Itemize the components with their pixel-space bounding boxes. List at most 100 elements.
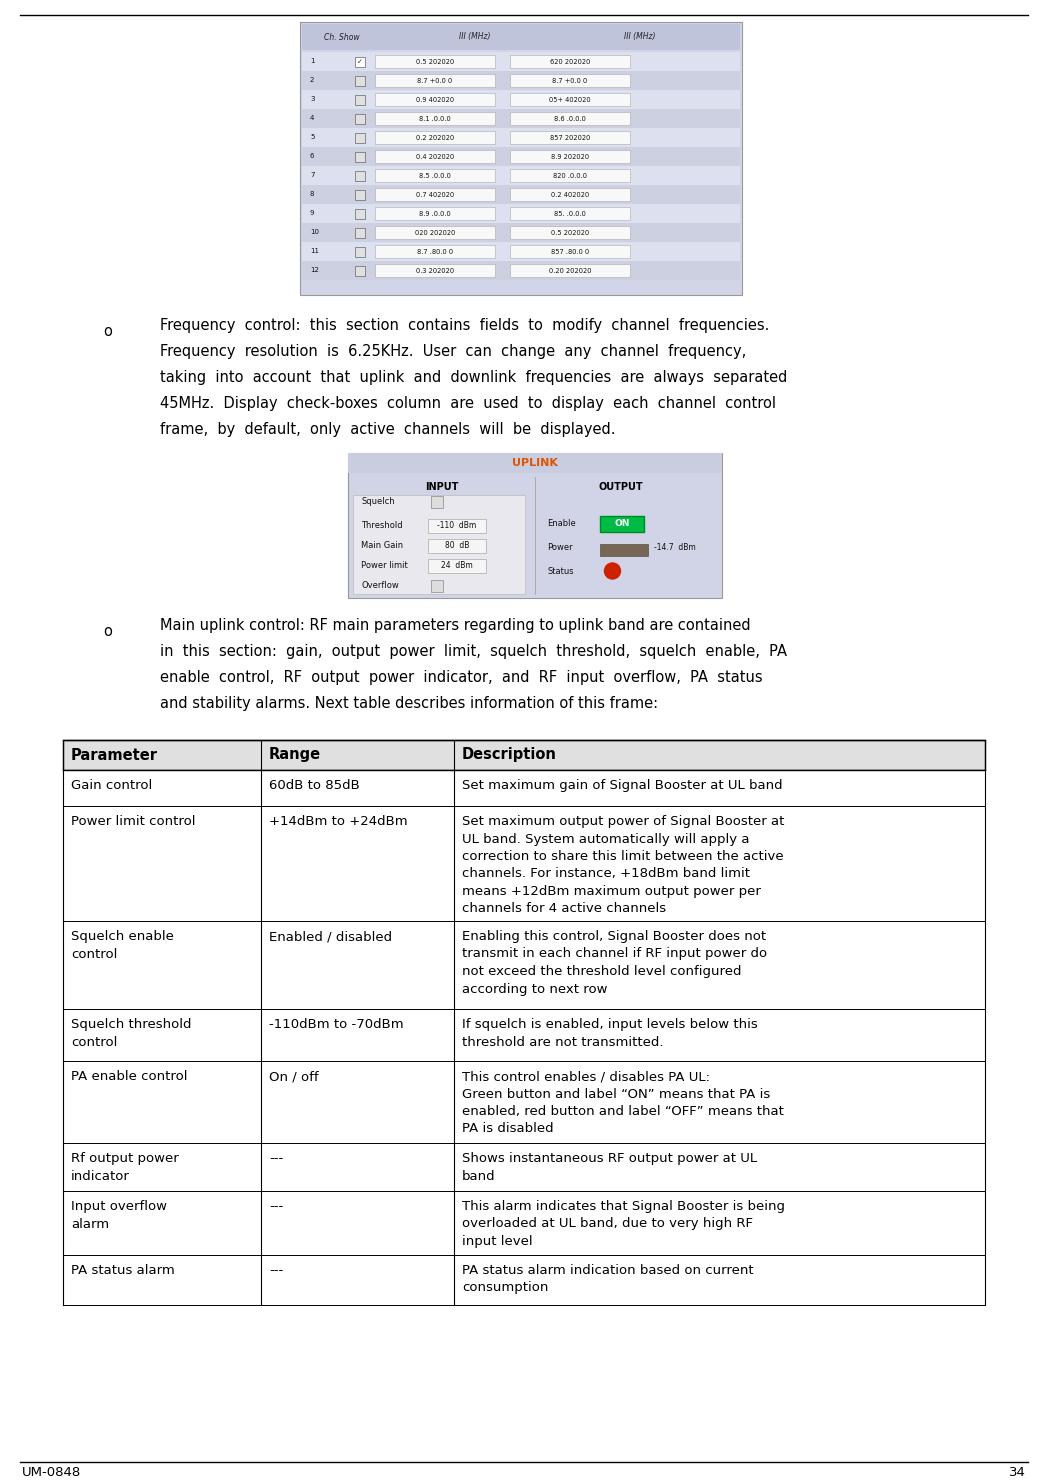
Text: control: control [71,1035,117,1049]
Text: ✓: ✓ [357,59,363,65]
Text: PA status alarm indication based on current: PA status alarm indication based on curr… [462,1263,754,1277]
Text: -110dBm to -70dBm: -110dBm to -70dBm [269,1017,403,1031]
Bar [302,110,740,127]
Text: If squelch is enabled, input levels below this: If squelch is enabled, input levels belo… [462,1017,758,1031]
Bar [302,185,740,204]
Text: 8.9 .0.0.0: 8.9 .0.0.0 [419,210,451,218]
Bar [355,209,365,219]
Bar [510,169,630,182]
Text: threshold are not transmitted.: threshold are not transmitted. [462,1035,663,1049]
Text: 8.9 202020: 8.9 202020 [551,154,589,160]
Bar [510,150,630,163]
Text: 3: 3 [310,96,314,102]
Text: 6: 6 [310,153,314,158]
Text: 11: 11 [310,247,319,255]
Text: ---: --- [269,1200,283,1213]
Text: OUTPUT: OUTPUT [598,481,643,492]
Bar [348,453,722,598]
Text: channels for 4 active channels: channels for 4 active channels [462,902,667,915]
Bar [63,740,985,770]
Bar [375,150,495,163]
Text: ---: --- [269,1263,283,1277]
Bar [302,90,740,110]
Text: transmit in each channel if RF input power do: transmit in each channel if RF input pow… [462,948,767,961]
Bar [63,1191,985,1254]
Bar [375,130,495,144]
Bar [510,113,630,124]
Bar [355,228,365,238]
Text: 0.20 202020: 0.20 202020 [549,268,591,274]
Text: 0.2 202020: 0.2 202020 [416,135,454,141]
Text: 857 .80.0 0: 857 .80.0 0 [551,249,589,255]
Bar [63,1254,985,1305]
Text: 45MHz.  Display  check-boxes  column  are  used  to  display  each  channel  con: 45MHz. Display check-boxes column are us… [160,395,776,412]
Text: consumption: consumption [462,1281,548,1294]
Text: 8.6 .0.0.0: 8.6 .0.0.0 [554,116,586,121]
Text: ON: ON [615,520,630,529]
Bar [375,74,495,87]
Text: not exceed the threshold level configured: not exceed the threshold level configure… [462,966,742,977]
Text: 820 .0.0.0: 820 .0.0.0 [553,173,587,179]
Bar [375,93,495,107]
Bar [510,93,630,107]
Text: Squelch: Squelch [361,496,395,505]
Text: 4: 4 [310,116,314,121]
Bar [63,1060,985,1143]
Text: correction to share this limit between the active: correction to share this limit between t… [462,850,784,863]
Text: 5: 5 [310,133,314,141]
Bar [601,515,645,532]
Bar [428,558,486,573]
Text: Green button and label “ON” means that PA is: Green button and label “ON” means that P… [462,1087,770,1100]
Text: 60dB to 85dB: 60dB to 85dB [269,779,359,792]
Text: o: o [104,324,112,339]
Text: 80  dB: 80 dB [444,541,470,549]
Text: 7: 7 [310,172,314,178]
Text: band: band [462,1170,496,1182]
Bar [302,71,740,90]
Text: Frequency  resolution  is  6.25KHz.  User  can  change  any  channel  frequency,: Frequency resolution is 6.25KHz. User ca… [160,344,746,358]
Bar [510,130,630,144]
Text: III (MHz): III (MHz) [459,33,490,41]
Text: means +12dBm maximum output power per: means +12dBm maximum output power per [462,886,761,897]
Bar [302,52,740,71]
Bar [431,496,443,508]
Text: Squelch enable: Squelch enable [71,930,174,943]
Text: in  this  section:  gain,  output  power  limit,  squelch  threshold,  squelch  : in this section: gain, output power limi… [160,644,787,659]
Text: PA status alarm: PA status alarm [71,1263,175,1277]
Text: 8.7 .80.0 0: 8.7 .80.0 0 [417,249,453,255]
Text: 2: 2 [310,77,314,83]
Bar [355,133,365,144]
Bar [510,74,630,87]
Bar [510,55,630,68]
Text: enable  control,  RF  output  power  indicator,  and  RF  input  overflow,  PA  : enable control, RF output power indicato… [160,669,763,686]
Text: Main uplink control: RF main parameters regarding to uplink band are contained: Main uplink control: RF main parameters … [160,618,750,632]
Bar [300,22,742,295]
Bar [510,227,630,238]
Text: Enable: Enable [547,518,576,527]
Text: 8.5 .0.0.0: 8.5 .0.0.0 [419,173,451,179]
Bar [375,188,495,201]
Bar [510,264,630,277]
Text: +14dBm to +24dBm: +14dBm to +24dBm [269,815,408,828]
Bar [302,24,740,50]
Text: according to next row: according to next row [462,982,608,995]
Text: 1: 1 [310,58,314,64]
Text: -110  dBm: -110 dBm [437,520,477,530]
Bar [353,495,524,594]
Text: Overflow: Overflow [361,581,398,589]
Text: PA is disabled: PA is disabled [462,1123,553,1136]
Bar [375,244,495,258]
Text: 24  dBm: 24 dBm [441,560,473,570]
Text: Description: Description [462,748,556,763]
Text: channels. For instance, +18dBm band limit: channels. For instance, +18dBm band limi… [462,868,750,881]
Text: Squelch threshold: Squelch threshold [71,1017,192,1031]
Bar [355,76,365,86]
Text: 10: 10 [310,230,319,235]
Text: overloaded at UL band, due to very high RF: overloaded at UL band, due to very high … [462,1217,754,1231]
Text: Gain control: Gain control [71,779,152,792]
Text: UPLINK: UPLINK [512,458,558,468]
Text: 8.7 +0.0 0: 8.7 +0.0 0 [417,78,453,84]
Text: 857 202020: 857 202020 [550,135,590,141]
Text: alarm: alarm [71,1217,109,1231]
Text: This alarm indicates that Signal Booster is being: This alarm indicates that Signal Booster… [462,1200,785,1213]
